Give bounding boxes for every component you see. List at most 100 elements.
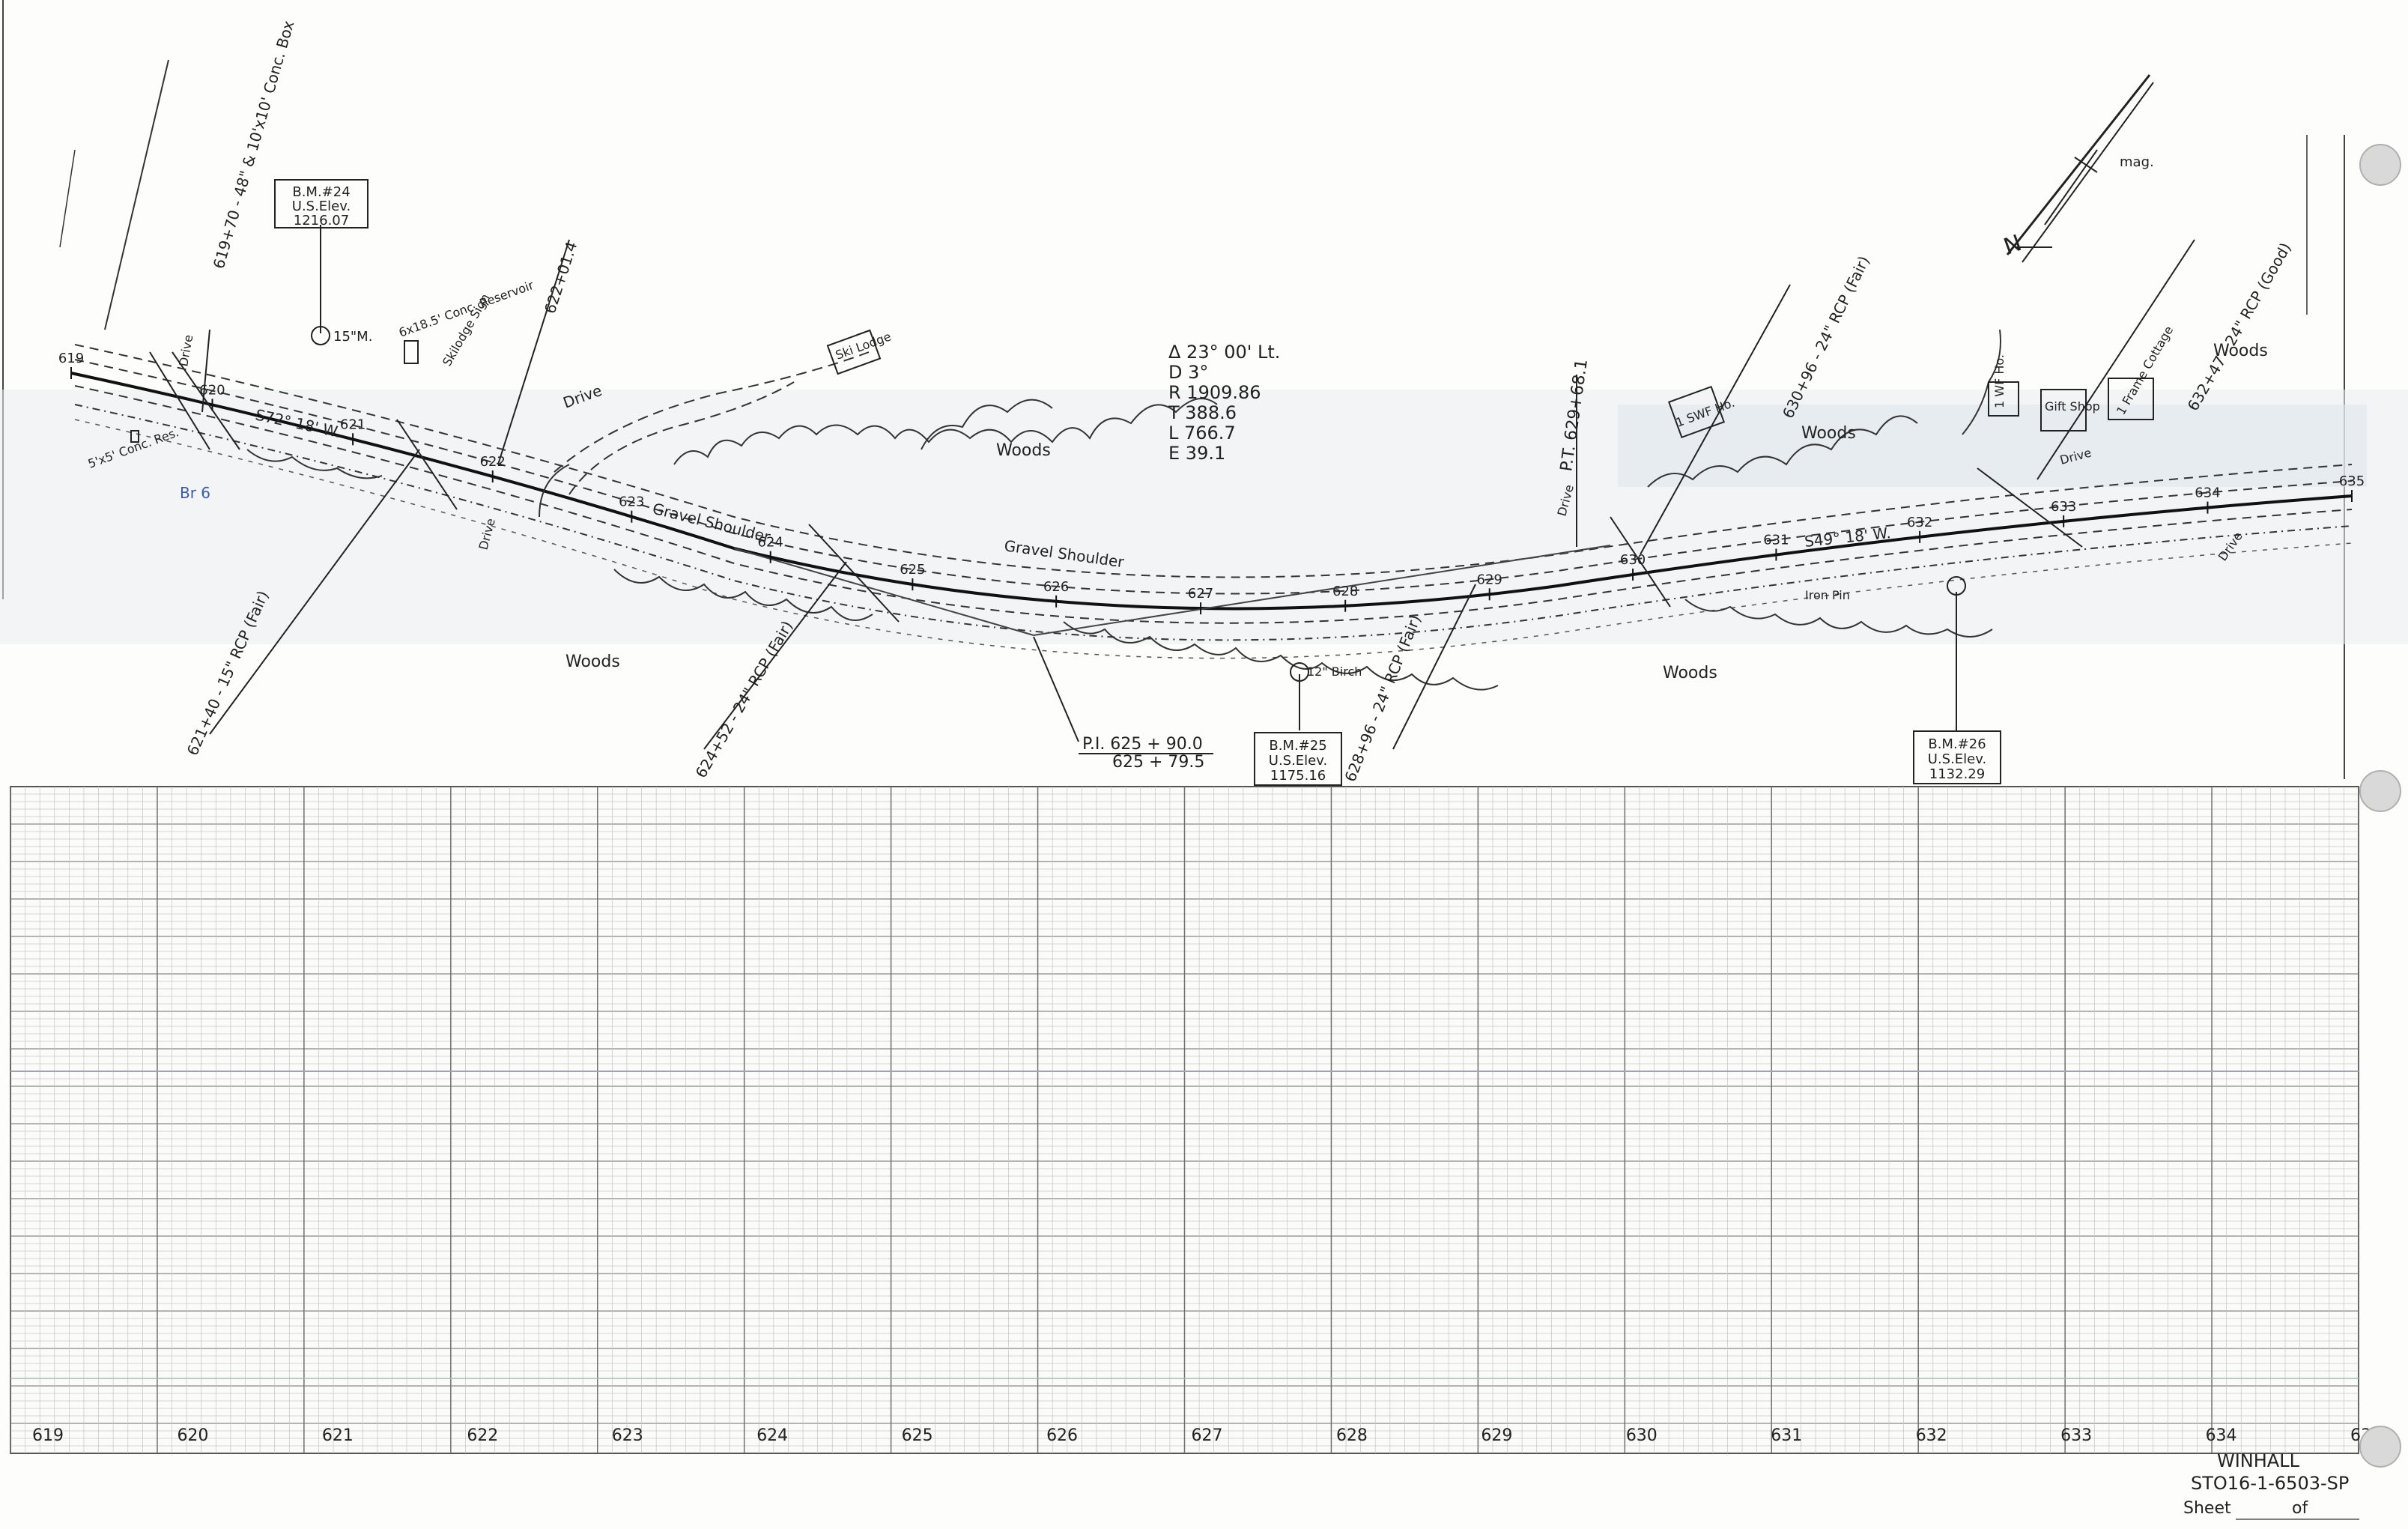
shoulder-line-north <box>74 359 2353 595</box>
curve-external: E 39.1 <box>1168 443 1225 464</box>
curve-data-block: Δ 23° 00' Lt. D 3° R 1909.86 T 388.6 L 7… <box>1168 342 1280 464</box>
profile-station-label: 625 <box>902 1426 933 1445</box>
centerline-stations: 619 620 621 622 623 624 625 626 627 628 629 630 631 6… <box>58 351 2365 615</box>
centerline-station-label: 633 <box>2051 499 2076 515</box>
culvert-632-pipe <box>1977 467 2083 548</box>
cone-res-box <box>130 430 139 443</box>
gift-shop-label: Gift Shop <box>2045 399 2100 414</box>
woods-label: Woods <box>565 653 620 671</box>
town-name: WINHALL <box>2217 1450 2300 1471</box>
bm25-box <box>1254 732 1342 786</box>
curve-radius: R 1909.86 <box>1168 382 1261 403</box>
project-number: STO16-1-6503-SP <box>2191 1473 2349 1494</box>
plan-labels: Woods Woods Woods Woods Woods <box>565 342 2268 682</box>
plan-view: Woods Woods Woods Woods Woods Δ 23° 00' … <box>0 19 2408 786</box>
tree-line-south-2 <box>1063 621 1499 691</box>
centerline-station-label: 628 <box>1332 584 1358 599</box>
profile-station-label: 628 <box>1336 1426 1368 1445</box>
culvert-622-leader <box>497 239 570 465</box>
wf-house-box <box>1988 381 2019 417</box>
benchmark-labels: B.M.#24 U.S.Elev. 1216.07 B.M.#25 U.S.El… <box>292 184 1986 784</box>
centerline-station-label: 621 <box>340 417 366 432</box>
iron-pin-label: Iron Pin <box>1805 588 1850 602</box>
grid-lines <box>10 787 2359 1453</box>
shoulder-line-south <box>74 385 2353 624</box>
north-label: N <box>2001 230 2025 261</box>
reservoir-box <box>404 340 419 364</box>
centerline-station-label: 623 <box>619 494 644 510</box>
north-arrow-tail <box>2044 149 2098 225</box>
north-arrow-shaft2 <box>2022 82 2154 263</box>
centerline-station-label: 632 <box>1907 515 1932 530</box>
title-block: WINHALL STO16-1-6503-SP Sheet of <box>2183 1450 2359 1520</box>
tangent-ahead <box>1033 545 1611 636</box>
profile-station-label: 619 <box>32 1426 64 1445</box>
culvert-630-leader <box>1640 284 1791 555</box>
centerline-station-label: 619 <box>58 351 84 366</box>
drive-lodge-lower <box>568 381 795 495</box>
gift-shop-box <box>2040 389 2087 432</box>
culvert-621-leader <box>209 449 420 735</box>
culvert-628-leader <box>1392 584 1476 750</box>
bm24-elev-label: U.S.Elev. <box>292 199 351 214</box>
bm26-name: B.M.#26 <box>1928 736 1986 752</box>
sheet-label: Sheet <box>2183 1499 2231 1518</box>
bm25-elev-label: U.S.Elev. <box>1269 753 1327 769</box>
mag-tick <box>2074 157 2098 173</box>
culvert-619-pipe <box>172 351 240 450</box>
bm25-name: B.M.#25 <box>1269 738 1326 754</box>
tree-line-upper <box>921 399 1053 450</box>
scan-band-right <box>1618 405 2367 487</box>
profile-station-label: 633 <box>2060 1426 2092 1445</box>
drive-lodge-upper <box>554 351 870 473</box>
curve-length: L 766.7 <box>1168 423 1236 443</box>
culvert-632-leader <box>2037 239 2195 480</box>
tree-line-west <box>246 449 383 479</box>
profile-station-label: 630 <box>1626 1426 1658 1445</box>
profile-station-label: 624 <box>756 1426 788 1445</box>
curve-degree: D 3° <box>1168 362 1208 383</box>
ditch-line-south <box>74 419 2353 659</box>
centerline-station-label: 620 <box>199 382 225 398</box>
profile-station-label: 626 <box>1046 1426 1078 1445</box>
woods-label: Woods <box>1663 664 1717 682</box>
bm24-elev: 1216.07 <box>294 213 349 228</box>
tree-line-south-1 <box>613 569 873 621</box>
north-arrow-shaft <box>2006 74 2151 255</box>
binder-hole <box>2359 1426 2401 1468</box>
culvert-624-leader <box>703 561 847 750</box>
culvert-624-pipe <box>808 524 900 623</box>
ski-lodge-label: Ski Lodge <box>834 329 893 362</box>
centerline-station-label: 630 <box>1620 552 1646 568</box>
binder-hole <box>2359 770 2401 812</box>
fifteen-m-label: 15"M. <box>333 329 372 345</box>
centerline <box>70 372 2353 611</box>
culvert-630-pipe <box>1610 516 1671 608</box>
pi-leader <box>1033 636 1079 742</box>
centerline-station-label: 622 <box>480 454 506 470</box>
wf-house-label: 1 WF Ho. <box>1992 354 2007 408</box>
mag-label: mag. <box>2120 154 2154 170</box>
profile-station-label: 620 <box>177 1426 208 1445</box>
profile-station-label: 631 <box>1771 1426 1802 1445</box>
bm25-marker <box>1290 662 1309 682</box>
culvert-619-pipe2 <box>149 351 210 450</box>
tree-line-south-3 <box>1684 599 1993 638</box>
binder-hole <box>2359 144 2401 186</box>
culvert-619-label: 619+70 - 48" & 10'x10' Conc. Box <box>210 19 298 271</box>
centerline-station-label: 635 <box>2339 473 2365 489</box>
bm24-name: B.M.#24 <box>292 184 350 200</box>
pi-line2: 625 + 79.5 <box>1112 753 1204 772</box>
profile-grid: 619 620 621 622 623 624 625 626 627 628 629 630 631 6… <box>10 786 2382 1454</box>
centerline-station-label: 634 <box>2195 485 2220 501</box>
culvert-632-label: 632+47 - 24" RCP (Good) <box>2184 240 2295 414</box>
profile-station-label: 623 <box>612 1426 643 1445</box>
bm24-marker <box>311 326 330 345</box>
culvert-622-label: 622+01.4 <box>541 240 581 316</box>
profile-station-label: 629 <box>1481 1426 1512 1445</box>
centerline-station-label: 631 <box>1763 533 1789 548</box>
centerline-station-label: 625 <box>900 562 925 578</box>
tangent-back <box>733 548 1034 636</box>
centerline-station-label: 629 <box>1477 572 1502 587</box>
woods-label: Woods <box>1801 424 1856 443</box>
